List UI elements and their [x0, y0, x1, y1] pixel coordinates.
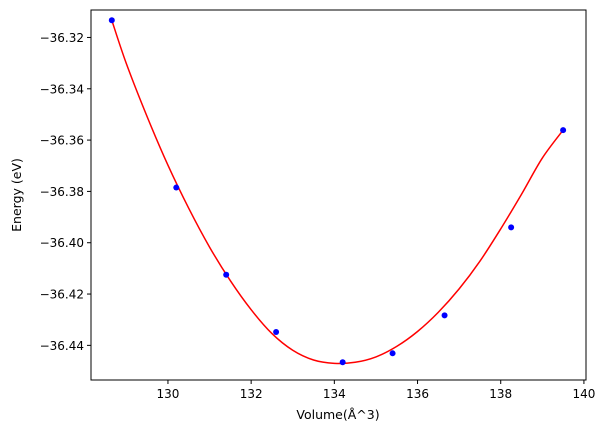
x-axis-label: Volume(Å^3) — [296, 407, 379, 422]
data-point — [273, 329, 280, 336]
data-point — [560, 127, 567, 134]
data-point — [108, 17, 115, 24]
y-tick-label: −36.44 — [40, 339, 84, 353]
data-points-layer — [108, 17, 567, 366]
data-point — [223, 271, 230, 278]
x-axis-ticks: 130 132 134 136 138 140 — [157, 380, 595, 401]
x-tick-label: 130 — [157, 387, 180, 401]
fit-curve-layer — [111, 20, 564, 365]
x-tick-label: 132 — [240, 387, 263, 401]
y-tick-label: −36.34 — [40, 82, 84, 96]
data-point — [389, 350, 396, 357]
data-point — [173, 184, 180, 191]
x-tick-label: 140 — [572, 387, 595, 401]
plot-frame — [90, 9, 587, 381]
data-point — [508, 224, 515, 231]
y-tick-label: −36.40 — [40, 236, 84, 250]
x-tick-label: 136 — [406, 387, 429, 401]
fit-curve — [111, 20, 564, 365]
plot-area — [108, 17, 567, 366]
x-tick-label: 138 — [489, 387, 512, 401]
y-tick-label: −36.32 — [40, 31, 84, 45]
y-tick-label: −36.38 — [40, 185, 84, 199]
data-point — [441, 312, 448, 319]
data-point — [339, 359, 346, 366]
y-axis-label: Energy (eV) — [9, 158, 24, 232]
x-tick-label: 134 — [323, 387, 346, 401]
y-tick-label: −36.36 — [40, 134, 84, 148]
y-tick-label: −36.42 — [40, 288, 84, 302]
y-axis-ticks: −36.32 −36.34 −36.36 −36.38 −36.40 −36.42 −36.… — [40, 31, 91, 353]
